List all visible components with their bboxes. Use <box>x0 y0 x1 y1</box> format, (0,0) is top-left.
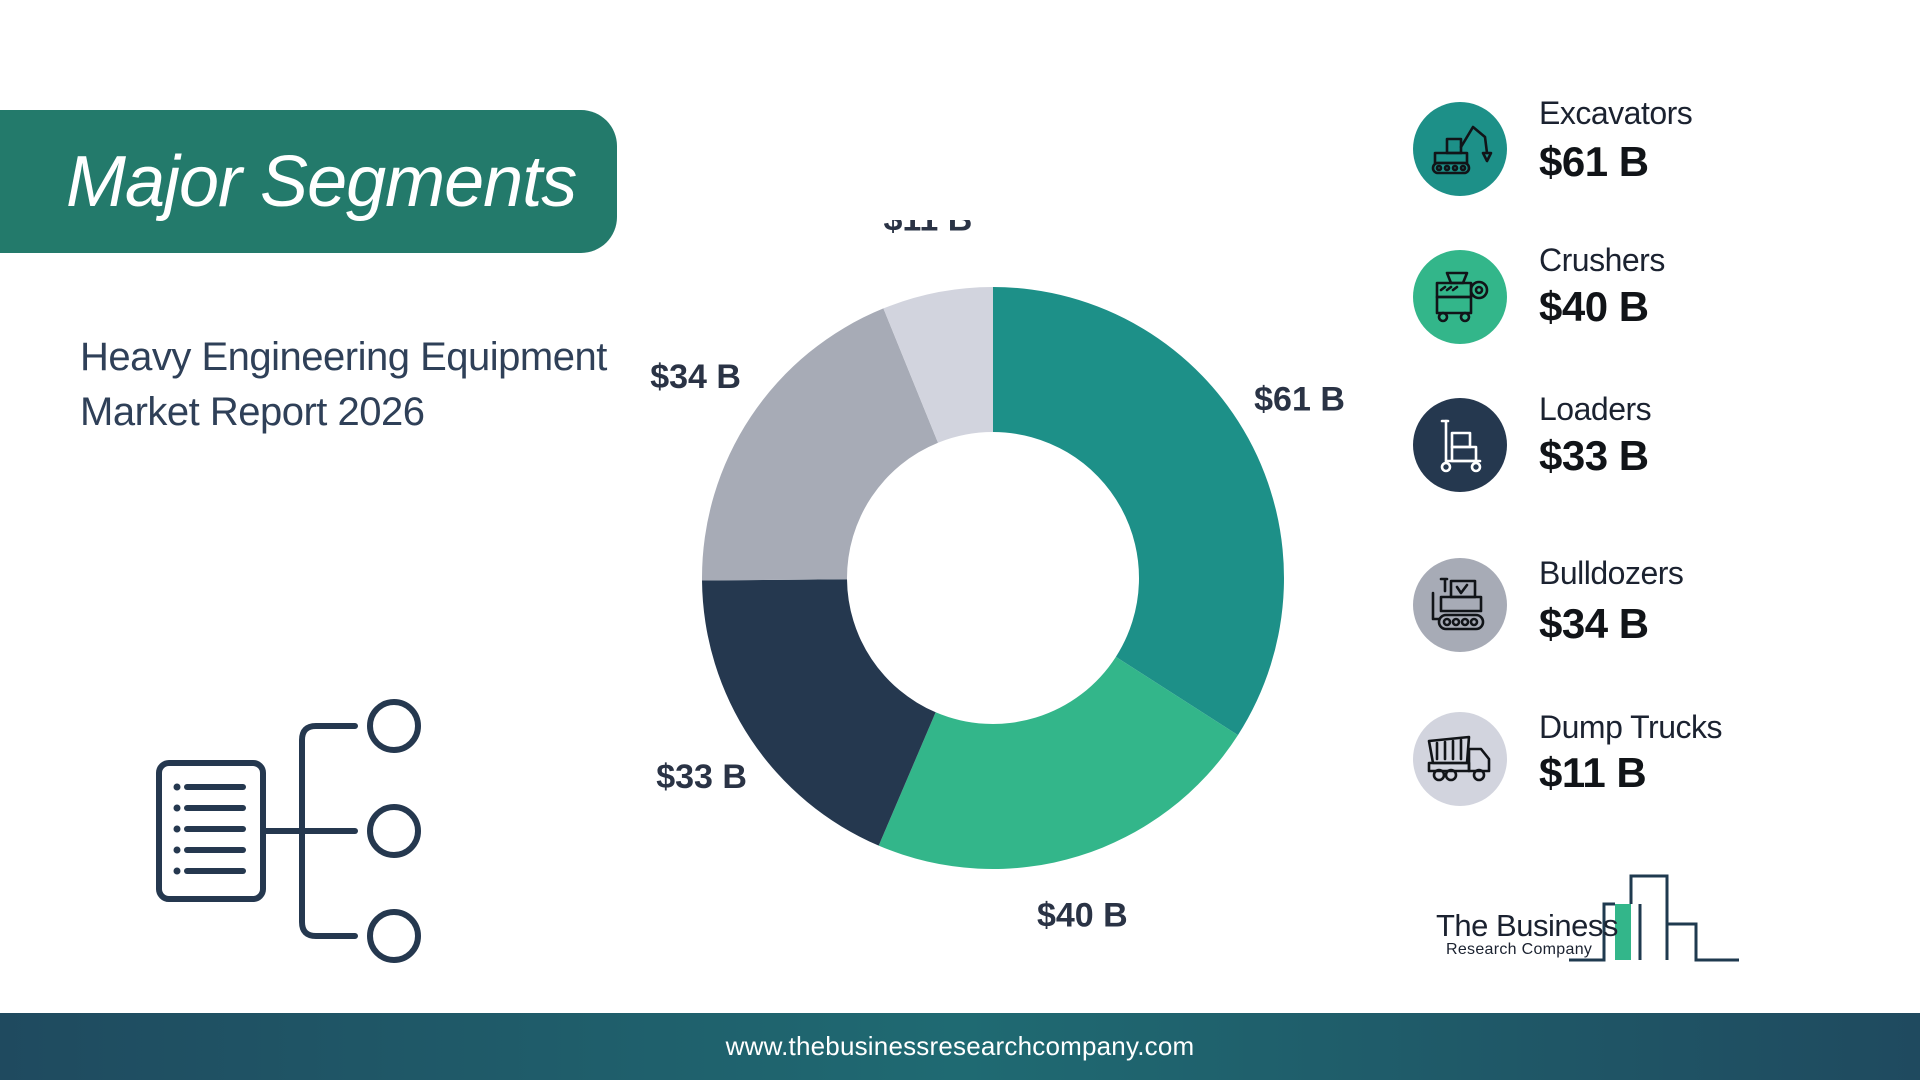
donut-chart: $61 B $40 B $33 B $34 B $11 B <box>650 220 1345 934</box>
legend-name: Crushers <box>1539 242 1665 278</box>
slice-dump-trucks <box>883 287 993 443</box>
legend-item-excavators: Excavators $61 B <box>1410 95 1870 198</box>
excavator-icon <box>1413 102 1507 196</box>
legend-item-bulldozers: Bulldozers $34 B <box>1410 555 1870 658</box>
legend-item-dump-trucks: Dump Trucks $11 B <box>1410 709 1870 812</box>
slice-label: $11 B <box>883 220 972 239</box>
logo-bars-icon <box>1569 874 1739 962</box>
legend-value: $33 B <box>1539 432 1649 479</box>
logo-line-1: The Business <box>1436 908 1618 943</box>
legend-name: Dump Trucks <box>1539 709 1722 745</box>
segments-tree-icon <box>156 699 421 963</box>
logo-line-2: Research Company <box>1446 941 1593 958</box>
legend-name: Excavators <box>1539 95 1693 131</box>
report-subtitle: Heavy Engineering Equipment Market Repor… <box>80 330 640 440</box>
slice-label: $34 B <box>650 358 741 396</box>
footer: www.thebusinessresearchcompany.com <box>0 1013 1920 1080</box>
slice-crushers <box>878 656 1238 870</box>
title-banner: Major Segments <box>0 110 617 253</box>
subtitle-line-2: Market Report 2026 <box>80 390 425 434</box>
legend-value: $40 B <box>1539 283 1649 330</box>
footer-url[interactable]: www.thebusinessresearchcompany.com <box>725 1031 1195 1061</box>
legend-name: Bulldozers <box>1539 555 1684 591</box>
slice-loaders <box>702 579 936 846</box>
slice-bulldozers <box>702 308 939 581</box>
legend-value: $61 B <box>1539 138 1649 185</box>
slice-label: $40 B <box>1037 896 1128 934</box>
legend-name: Loaders <box>1539 391 1652 427</box>
legend-item-crushers: Crushers $40 B <box>1410 242 1870 346</box>
slice-excavators <box>993 287 1284 736</box>
crusher-icon <box>1413 250 1507 344</box>
dump-truck-icon <box>1413 712 1507 806</box>
bulldozer-icon <box>1413 558 1507 652</box>
legend-value: $11 B <box>1539 749 1647 796</box>
page-title: Major Segments <box>66 141 577 222</box>
subtitle-line-1: Heavy Engineering Equipment <box>80 335 607 379</box>
legend-item-loaders: Loaders $33 B <box>1410 391 1870 494</box>
slice-label: $33 B <box>656 758 747 796</box>
legend-value: $34 B <box>1539 600 1649 647</box>
company-logo: The Business Research Company <box>1434 868 1744 964</box>
loader-icon <box>1413 398 1507 492</box>
slice-label: $61 B <box>1254 381 1345 419</box>
